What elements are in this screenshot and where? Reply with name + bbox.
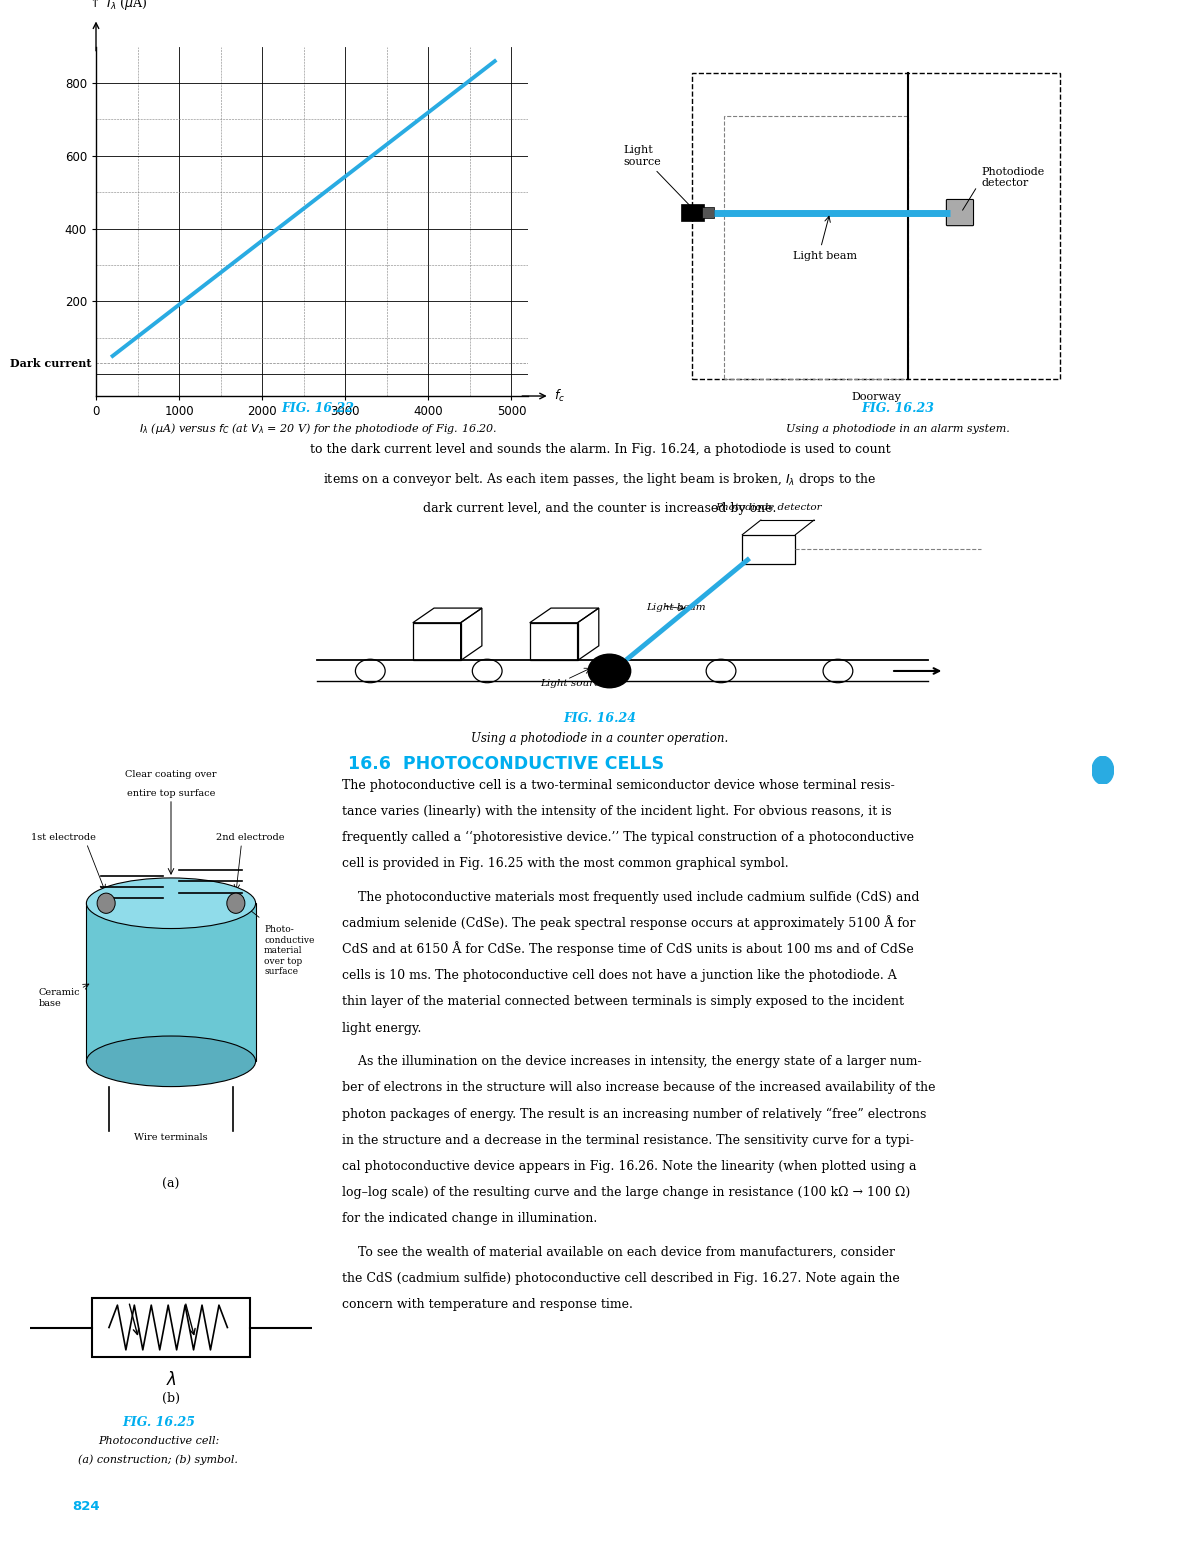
Text: cadmium selenide (CdSe). The peak spectral response occurs at approximately 5100: cadmium selenide (CdSe). The peak spectr… xyxy=(342,915,916,930)
Text: Photodiode
detector: Photodiode detector xyxy=(982,166,1045,188)
Ellipse shape xyxy=(86,1036,256,1087)
Text: CdS and at 6150 Å for CdSe. The response time of CdS units is about 100 ms and o: CdS and at 6150 Å for CdSe. The response… xyxy=(342,941,913,957)
Text: FIG. 16.24: FIG. 16.24 xyxy=(564,713,636,725)
Bar xyxy=(529,623,577,660)
Circle shape xyxy=(227,893,245,913)
Text: Light
source: Light source xyxy=(623,144,695,211)
Text: $I_\lambda$ ($\mu$A) versus $f_C$ (at $V_\lambda$ = 20 V) for the photodiode of : $I_\lambda$ ($\mu$A) versus $f_C$ (at $V… xyxy=(139,421,497,436)
Text: 824: 824 xyxy=(72,1500,100,1513)
Text: Light beam: Light beam xyxy=(793,252,857,261)
Text: FIG. 16.23: FIG. 16.23 xyxy=(862,402,934,415)
Text: The photoconductive materials most frequently used include cadmium sulfide (CdS): The photoconductive materials most frequ… xyxy=(342,891,919,904)
FancyBboxPatch shape xyxy=(947,199,973,225)
Text: cell is provided in Fig. 16.25 with the most common graphical symbol.: cell is provided in Fig. 16.25 with the … xyxy=(342,857,788,870)
Text: $f_c$: $f_c$ xyxy=(554,388,565,404)
Text: Light beam: Light beam xyxy=(647,603,707,612)
Text: FIG. 16.25: FIG. 16.25 xyxy=(122,1416,194,1429)
Text: Dark current: Dark current xyxy=(10,357,91,368)
Circle shape xyxy=(1092,756,1114,784)
Text: ber of electrons in the structure will also increase because of the increased av: ber of electrons in the structure will a… xyxy=(342,1081,936,1095)
Text: concern with temperature and response time.: concern with temperature and response ti… xyxy=(342,1298,632,1311)
Text: To see the wealth of material available on each device from manufacturers, consi: To see the wealth of material available … xyxy=(342,1246,895,1259)
Bar xyxy=(86,904,256,1061)
Text: Doorway: Doorway xyxy=(851,391,901,402)
Text: tance varies (linearly) with the intensity of the incident light. For obvious re: tance varies (linearly) with the intensi… xyxy=(342,804,892,818)
Text: to the dark current level and sounds the alarm. In Fig. 16.24, a photodiode is u: to the dark current level and sounds the… xyxy=(310,444,890,457)
Text: 1st electrode: 1st electrode xyxy=(31,832,96,842)
Bar xyxy=(413,623,461,660)
Text: frequently called a ‘‘photoresistive device.’’ The typical construction of a pho: frequently called a ‘‘photoresistive dev… xyxy=(342,831,914,845)
Text: Using a photodiode in an alarm system.: Using a photodiode in an alarm system. xyxy=(786,424,1009,433)
Circle shape xyxy=(588,654,631,688)
Text: (a) construction; (b) symbol.: (a) construction; (b) symbol. xyxy=(78,1454,239,1464)
Text: entire top surface: entire top surface xyxy=(127,789,215,798)
Text: Clear coating over: Clear coating over xyxy=(125,770,217,778)
Bar xyxy=(92,1298,250,1357)
Text: (b): (b) xyxy=(162,1391,180,1405)
Text: Ceramic
base: Ceramic base xyxy=(38,988,80,1008)
Bar xyxy=(692,73,1060,379)
Text: cal photoconductive device appears in Fig. 16.26. Note the linearity (when plott: cal photoconductive device appears in Fi… xyxy=(342,1160,917,1173)
Text: 16.6  PHOTOCONDUCTIVE CELLS: 16.6 PHOTOCONDUCTIVE CELLS xyxy=(348,755,664,773)
Text: items on a conveyor belt. As each item passes, the light beam is broken, $I_\lam: items on a conveyor belt. As each item p… xyxy=(323,471,877,488)
Text: 2nd electrode: 2nd electrode xyxy=(216,832,284,842)
Text: Using a photodiode in a counter operation.: Using a photodiode in a counter operatio… xyxy=(472,733,728,745)
Text: Wire terminals: Wire terminals xyxy=(134,1134,208,1143)
Text: photon packages of energy. The result is an increasing number of relatively “fre: photon packages of energy. The result is… xyxy=(342,1107,926,1121)
Bar xyxy=(743,534,796,564)
Ellipse shape xyxy=(86,877,256,929)
Text: cells is 10 ms. The photoconductive cell does not have a junction like the photo: cells is 10 ms. The photoconductive cell… xyxy=(342,969,896,983)
Bar xyxy=(725,116,908,379)
Text: Light source: Light source xyxy=(540,679,606,688)
Text: log–log scale) of the resulting curve and the large change in resistance (100 kΩ: log–log scale) of the resulting curve an… xyxy=(342,1186,911,1199)
Text: thin layer of the material connected between terminals is simply exposed to the : thin layer of the material connected bet… xyxy=(342,995,904,1008)
Text: for the indicated change in illumination.: for the indicated change in illumination… xyxy=(342,1211,598,1225)
Text: in the structure and a decrease in the terminal resistance. The sensitivity curv: in the structure and a decrease in the t… xyxy=(342,1134,914,1146)
Text: Photodiode detector: Photodiode detector xyxy=(715,503,822,511)
Text: $\lambda$: $\lambda$ xyxy=(166,1371,176,1388)
Text: Photo-
conductive
material
over top
surface: Photo- conductive material over top surf… xyxy=(264,926,314,975)
Text: The photoconductive cell is a two-terminal semiconductor device whose terminal r: The photoconductive cell is a two-termin… xyxy=(342,780,895,792)
Text: FIG. 16.22: FIG. 16.22 xyxy=(282,402,354,415)
Text: dark current level, and the counter is increased by one.: dark current level, and the counter is i… xyxy=(424,503,776,516)
Text: As the illumination on the device increases in intensity, the energy state of a : As the illumination on the device increa… xyxy=(342,1056,922,1068)
Text: (a): (a) xyxy=(162,1177,180,1191)
Text: light energy.: light energy. xyxy=(342,1022,421,1034)
Bar xyxy=(680,203,703,222)
Circle shape xyxy=(97,893,115,913)
Text: Photoconductive cell:: Photoconductive cell: xyxy=(97,1437,220,1446)
Text: the CdS (cadmium sulfide) photoconductive cell described in Fig. 16.27. Note aga: the CdS (cadmium sulfide) photoconductiv… xyxy=(342,1272,900,1284)
Text: $\uparrow$ $I_\lambda$ ($\mu$A): $\uparrow$ $I_\lambda$ ($\mu$A) xyxy=(88,0,148,12)
Bar xyxy=(702,208,714,217)
